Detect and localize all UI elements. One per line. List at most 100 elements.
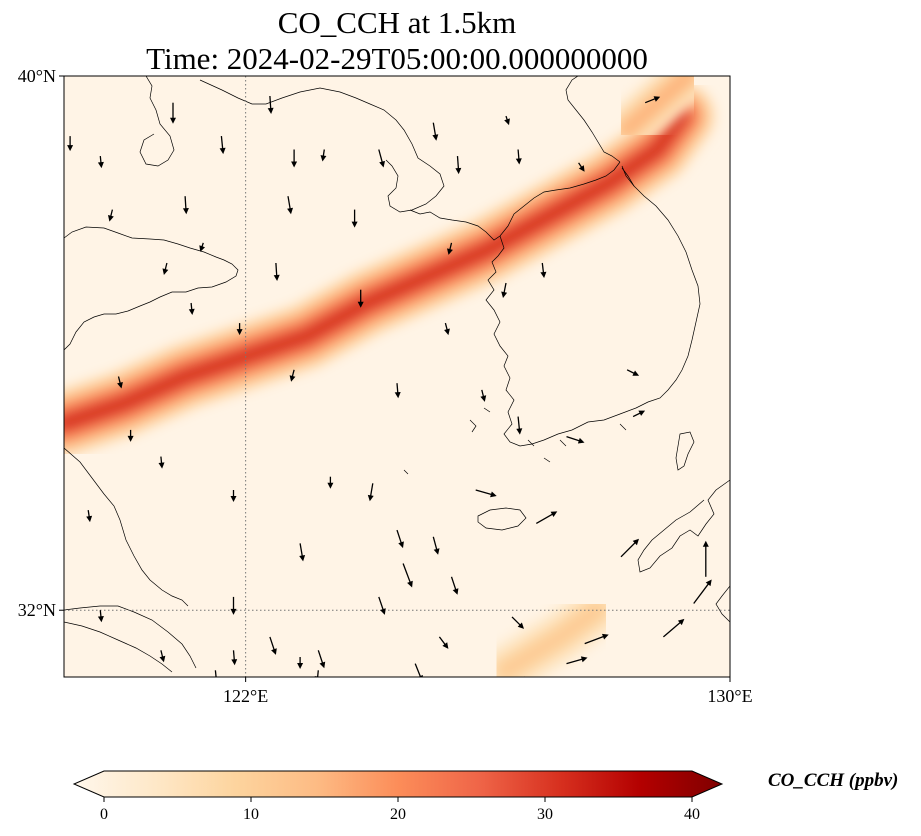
plume-band xyxy=(64,82,715,457)
wind-arrow xyxy=(584,633,609,645)
coastline-liaodong xyxy=(409,161,621,241)
colorbar-tick-label: 20 xyxy=(390,806,406,823)
wind-arrow xyxy=(620,538,639,558)
wind-arrow xyxy=(378,596,386,615)
wind-arrow xyxy=(269,636,277,655)
wind-vectors xyxy=(67,95,712,677)
y-tick-label: 32°N xyxy=(17,600,56,621)
wind-arrow xyxy=(438,636,449,649)
plume-contour xyxy=(64,109,689,430)
coastline-kyushu xyxy=(637,479,730,623)
colorbar-tick-label: 10 xyxy=(243,806,259,823)
plume-contour xyxy=(622,76,693,135)
wind-arrow xyxy=(182,196,189,215)
colorbar-body xyxy=(72,770,724,798)
wind-arrow xyxy=(170,102,176,124)
plume-band xyxy=(602,76,712,154)
wind-arrow xyxy=(644,96,661,104)
wind-arrow xyxy=(327,476,334,489)
colorbar-tick-label: 40 xyxy=(684,806,700,823)
wind-arrow xyxy=(504,115,510,126)
chart-subtitle: Time: 2024-02-29T05:00:00.000000000 xyxy=(146,41,648,76)
wind-arrow xyxy=(540,262,547,278)
wind-arrow xyxy=(351,209,358,228)
chart-title: CO_CCH at 1.5km xyxy=(277,5,517,40)
wind-arrow xyxy=(444,322,450,336)
coastline-tsushima xyxy=(675,431,695,471)
coastline-korea-west xyxy=(485,167,701,447)
wind-arrow xyxy=(158,456,165,469)
colorbar-tick-label: 30 xyxy=(537,806,553,823)
coastline-china-east xyxy=(64,447,189,607)
wind-arrow xyxy=(214,670,217,677)
wind-arrow xyxy=(524,676,527,677)
colorbar-tick-label: 0 xyxy=(100,806,108,823)
wind-arrow xyxy=(159,650,166,663)
axis-ticks xyxy=(59,75,731,682)
wind-arrow xyxy=(357,289,364,308)
wind-arrow xyxy=(230,596,237,615)
wind-arrow xyxy=(367,483,374,502)
colorbar xyxy=(72,770,724,802)
wind-arrow xyxy=(396,529,404,549)
wind-arrow xyxy=(480,389,487,402)
coastlines xyxy=(64,76,730,673)
x-tick-label: 130°E xyxy=(707,686,753,706)
gridlines xyxy=(64,76,730,677)
wind-arrow xyxy=(432,122,439,141)
map-frame xyxy=(63,75,731,678)
wind-arrow xyxy=(432,536,440,555)
wind-arrow xyxy=(511,616,524,629)
wind-arrow xyxy=(402,563,413,588)
coastline-china-north xyxy=(64,226,239,351)
wind-arrow xyxy=(291,149,298,168)
wind-arrow xyxy=(219,136,226,155)
plume-contour xyxy=(500,604,603,676)
coastline-bohai xyxy=(139,76,445,213)
wind-arrow xyxy=(199,242,205,252)
coastline-yangtze xyxy=(64,605,197,669)
wind-arrow xyxy=(450,576,459,595)
wind-arrow xyxy=(317,650,326,669)
wind-arrow xyxy=(578,162,585,172)
wind-arrow xyxy=(67,136,74,152)
wind-arrow xyxy=(97,610,104,623)
coastline-korea-islands xyxy=(403,407,627,475)
wind-arrow xyxy=(455,156,462,175)
wind-arrow xyxy=(566,656,588,665)
wind-arrow xyxy=(632,410,646,418)
wind-arrow xyxy=(297,657,304,669)
wind-arrow xyxy=(566,435,585,444)
wind-arrow xyxy=(515,149,522,165)
wind-arrow xyxy=(320,149,327,162)
plume-band xyxy=(478,582,625,677)
wind-arrow xyxy=(289,369,296,382)
wind-arrow xyxy=(97,156,104,169)
wind-arrow xyxy=(447,242,453,255)
wind-arrow xyxy=(117,376,123,389)
wind-arrow xyxy=(127,429,134,442)
wind-arrow xyxy=(516,416,523,435)
wind-arrow xyxy=(394,383,401,399)
wind-arrow xyxy=(501,282,508,298)
wind-arrow xyxy=(162,262,169,275)
coastline-yangtze-south xyxy=(64,621,173,673)
wind-arrow xyxy=(108,209,114,222)
wind-arrow xyxy=(86,510,93,523)
plume-layer xyxy=(64,76,715,677)
wind-arrow xyxy=(626,369,640,376)
wind-arrow xyxy=(287,196,293,215)
wind-arrow xyxy=(267,95,274,114)
wind-arrow xyxy=(188,302,195,315)
x-tick-label: 122°E xyxy=(223,686,269,706)
y-tick-label: 40°N xyxy=(17,66,56,86)
wind-arrow xyxy=(236,323,243,336)
wind-arrow xyxy=(378,149,385,168)
wind-arrow xyxy=(535,511,558,524)
wind-arrow xyxy=(475,489,497,498)
wind-arrow xyxy=(299,543,306,562)
wind-arrow xyxy=(231,650,238,666)
wind-arrow xyxy=(693,579,712,604)
wind-arrow xyxy=(273,262,280,281)
